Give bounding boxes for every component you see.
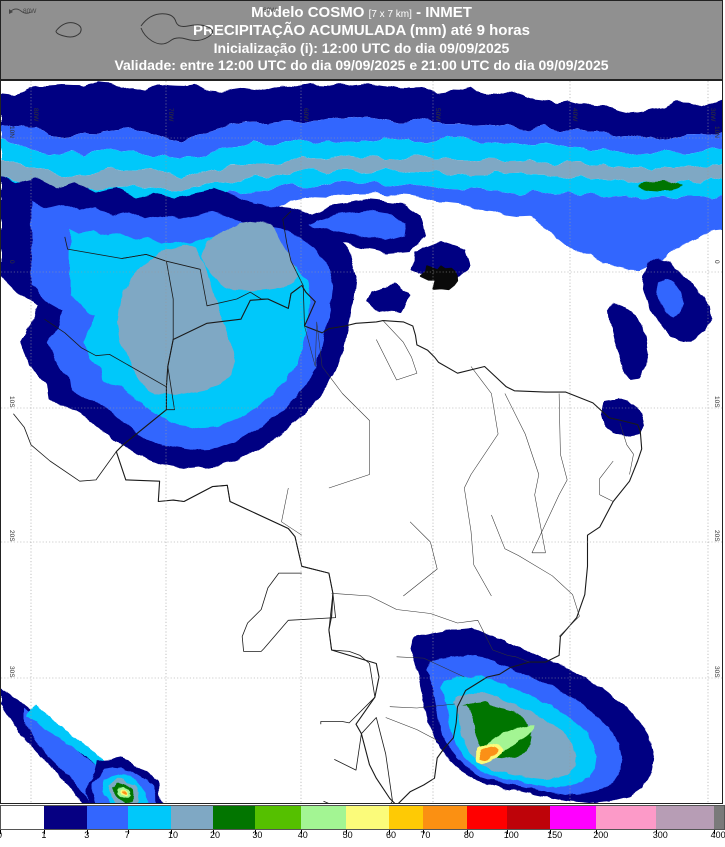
svg-text:80W: 80W [32, 108, 39, 122]
svg-text:10S: 10S [8, 396, 15, 408]
svg-text:10S: 10S [713, 396, 720, 408]
svg-text:30W: 30W [709, 108, 716, 122]
svg-text:40W: 40W [571, 108, 578, 122]
svg-text:20S: 20S [713, 530, 720, 542]
svg-text:70W: 70W [167, 108, 174, 122]
svg-text:60W: 60W [263, 7, 277, 14]
svg-text:0: 0 [8, 260, 15, 264]
svg-text:60W: 60W [302, 108, 309, 122]
svg-text:80W: 80W [23, 8, 37, 15]
svg-text:30S: 30S [713, 666, 720, 678]
svg-text:0: 0 [713, 260, 720, 264]
svg-text:10N: 10N [8, 126, 15, 138]
svg-text:30S: 30S [8, 666, 15, 678]
svg-text:20S: 20S [8, 530, 15, 542]
svg-text:10N: 10N [713, 126, 720, 138]
svg-text:50W: 50W [434, 108, 441, 122]
